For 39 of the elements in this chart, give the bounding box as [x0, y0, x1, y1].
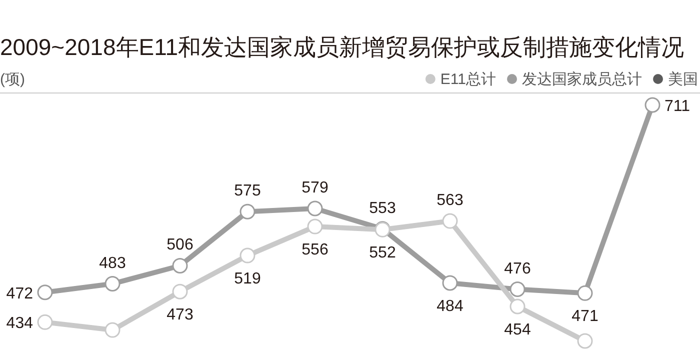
point	[577, 285, 593, 301]
data-label: 579	[302, 179, 328, 196]
point	[577, 333, 593, 349]
data-label: 506	[166, 236, 194, 254]
point	[37, 284, 53, 300]
point	[104, 322, 120, 338]
data-label: 552	[369, 244, 396, 262]
data-label: 575	[234, 182, 261, 200]
point	[307, 218, 323, 234]
point	[172, 258, 188, 274]
point	[510, 298, 526, 314]
data-label: 519	[234, 270, 261, 288]
data-label: 454	[504, 322, 531, 338]
point	[442, 213, 458, 229]
point	[104, 276, 120, 292]
legend-label: 美国	[668, 71, 698, 88]
chart-title: 2009~2018年E11和发达国家成员新增贸易保护或反制措施变化情况	[0, 34, 684, 60]
data-label: 434	[6, 315, 34, 332]
point	[510, 282, 526, 298]
data-label: 484	[436, 298, 464, 315]
data-label: 472	[6, 285, 34, 302]
legend-label: E11总计	[440, 71, 496, 88]
point	[644, 97, 660, 113]
data-label: 711	[664, 98, 690, 115]
point	[172, 284, 188, 300]
data-label: 476	[504, 260, 531, 278]
data-label: 553	[369, 200, 396, 217]
data-label: 483	[99, 254, 126, 272]
data-label: 473	[166, 306, 194, 324]
point	[307, 200, 323, 216]
legend-label: 发达国家成员总计	[522, 71, 642, 88]
data-label: 471	[572, 308, 598, 326]
point	[240, 248, 256, 264]
data-label: 556	[302, 242, 328, 259]
data-label: 563	[436, 192, 464, 210]
y-axis-title: (项)	[0, 71, 25, 88]
point	[37, 314, 53, 330]
point	[240, 204, 256, 220]
point	[442, 275, 458, 291]
